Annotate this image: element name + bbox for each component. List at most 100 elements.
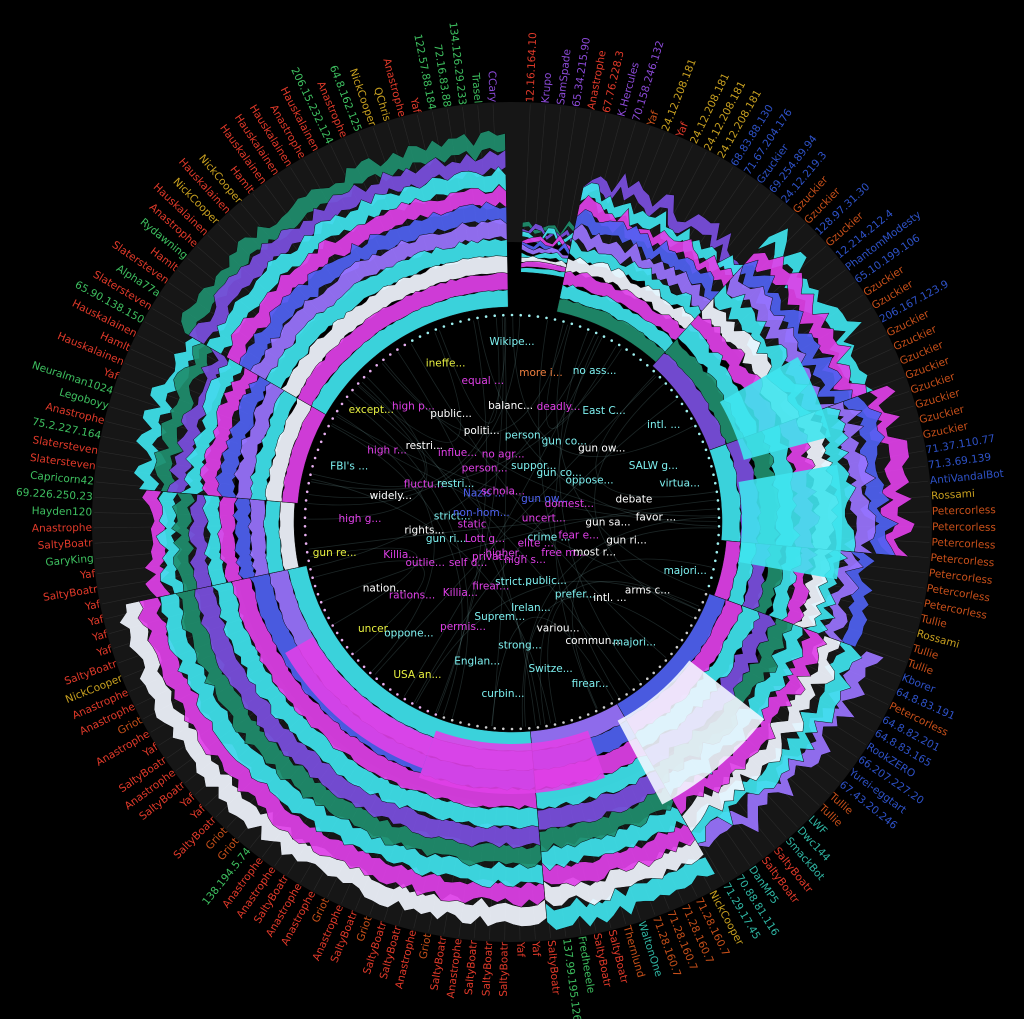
topic-label[interactable]: East C... (582, 405, 625, 417)
topic-label[interactable]: fluctu... (404, 478, 444, 490)
editor-label[interactable]: Yaf (86, 613, 105, 628)
topic-label[interactable]: oppose... (565, 474, 613, 486)
topic-label[interactable]: FBI's ... (330, 460, 368, 472)
topic-label[interactable]: gun ow... (578, 443, 625, 455)
topic-label[interactable]: balanc... (488, 400, 533, 412)
topic-label[interactable]: high g... (339, 513, 382, 525)
topic-label[interactable]: strict... (495, 576, 532, 588)
editor-label[interactable]: Yaf (407, 96, 422, 115)
topic-label[interactable]: ineffe... (426, 357, 466, 369)
topic-label[interactable]: elite ... (518, 538, 554, 550)
editor-label[interactable]: Petercorless (930, 552, 995, 569)
topic-label[interactable]: gun ri... (606, 534, 647, 546)
topic-label[interactable]: Switze... (528, 663, 572, 675)
editor-label[interactable]: SaltyBoatr (480, 940, 495, 996)
topic-label[interactable]: person... (462, 463, 508, 475)
topic-label[interactable]: intl. ... (647, 419, 680, 431)
topic-label[interactable]: domest... (545, 498, 594, 510)
topic-label[interactable]: gun sa... (585, 517, 630, 529)
topic-label[interactable]: arms c... (625, 585, 670, 597)
topic-label[interactable]: commun... (565, 635, 621, 647)
topic-label[interactable]: strict... (434, 510, 471, 522)
editor-label[interactable]: Yaf (101, 366, 121, 383)
topic-label[interactable]: gun re... (313, 547, 357, 559)
topic-label[interactable]: equal ... (462, 375, 504, 387)
editor-label[interactable]: Yaf (529, 940, 542, 957)
topic-label[interactable]: high p... (392, 400, 435, 412)
topic-label[interactable]: Lott g... (465, 533, 505, 545)
topic-label[interactable]: Killia... (383, 549, 418, 561)
topic-label[interactable]: virtua... (659, 478, 700, 490)
editor-label[interactable]: Yaf (645, 109, 662, 128)
topic-label[interactable]: deadly... (537, 401, 581, 413)
topic-label[interactable]: suppor... (511, 460, 556, 472)
topic-label[interactable]: influe... (438, 447, 477, 459)
topic-label[interactable]: nation... (363, 583, 406, 595)
editor-label[interactable]: Yaf (90, 628, 109, 644)
topic-label[interactable]: restri... (406, 440, 443, 452)
editor-label[interactable]: Yaf (95, 643, 114, 659)
topic-label[interactable]: oppone... (384, 628, 433, 640)
topic-label[interactable]: politi... (464, 425, 500, 437)
topic-label[interactable]: rights... (404, 525, 444, 537)
editor-label[interactable]: 69.226.250.23 (16, 487, 93, 504)
editor-label[interactable]: Hayden120 (32, 505, 93, 518)
editor-label[interactable]: Griot (417, 932, 434, 960)
topic-label[interactable]: majori... (664, 565, 707, 577)
topic-label[interactable]: intl. ... (593, 592, 626, 604)
editor-label[interactable]: Yaf (78, 568, 96, 582)
topic-label[interactable]: restri... (437, 478, 474, 490)
topic-label[interactable]: prefer... (555, 588, 596, 600)
topic-label[interactable]: gun ri... (426, 533, 467, 545)
topic-label[interactable]: high r... (367, 444, 407, 456)
topic-label[interactable]: non-hom... (453, 507, 510, 519)
editor-label[interactable]: GaryKing (45, 553, 94, 569)
topic-label[interactable]: SALW g... (629, 460, 678, 472)
topic-label[interactable]: most r... (573, 546, 616, 558)
topic-label[interactable]: outlie... (405, 557, 445, 569)
topic-label[interactable]: strong... (498, 640, 541, 652)
editor-label[interactable]: Anastrophe (32, 522, 92, 535)
topic-label[interactable]: USA an... (393, 669, 441, 681)
topic-label[interactable]: rations... (389, 589, 435, 601)
topic-label[interactable]: person... (505, 429, 551, 441)
topic-label[interactable]: privat... (472, 551, 513, 563)
editor-label[interactable]: Yaf (83, 598, 101, 613)
editor-label[interactable]: SaltyBoatr (545, 940, 562, 996)
topic-label[interactable]: Suprem... (474, 611, 525, 623)
topic-label[interactable]: higher... (485, 548, 528, 560)
editor-label[interactable]: CCary (485, 71, 498, 103)
topic-label[interactable]: Killia... (443, 587, 478, 599)
topic-label[interactable]: free m... (541, 547, 585, 559)
editor-label[interactable]: SaltyBoatr (37, 537, 93, 552)
topic-label[interactable]: high s... (504, 554, 546, 566)
topic-label[interactable]: crime ... (527, 531, 570, 543)
topic-label[interactable]: schola... (481, 485, 525, 497)
editor-label[interactable]: Petercorless (931, 537, 995, 552)
editor-label[interactable]: Rossami (931, 488, 975, 503)
topic-label[interactable]: widely... (370, 490, 412, 502)
editor-label[interactable]: Yaf (514, 941, 526, 958)
topic-label[interactable]: more i... (519, 367, 562, 379)
topic-label[interactable]: gun co... (537, 467, 582, 479)
topic-label[interactable]: debate (615, 493, 652, 505)
topic-label[interactable]: no agr... (482, 449, 525, 461)
editor-label[interactable]: Krupo (540, 72, 554, 104)
topic-label[interactable]: permis... (440, 621, 486, 633)
editor-label[interactable]: Yaf (674, 120, 692, 140)
editor-label[interactable]: Petercorless (932, 521, 996, 534)
topic-label[interactable]: uncer... (358, 623, 397, 635)
topic-label[interactable]: except... (349, 404, 394, 416)
topic-label[interactable]: fear e... (558, 530, 599, 542)
editor-label[interactable]: SaltyBoatr (463, 939, 480, 995)
topic-label[interactable]: Nazis ... (463, 488, 505, 500)
topic-label[interactable]: Irelan... (511, 602, 551, 614)
editor-label[interactable]: Trasel (469, 72, 484, 104)
topic-label[interactable]: favor ... (636, 511, 676, 523)
topic-label[interactable]: gun ow... (521, 493, 568, 505)
topic-label[interactable]: firear... (572, 678, 609, 690)
topic-label[interactable]: uncert... (522, 513, 566, 525)
editor-label[interactable]: 12.16.164.10 (524, 32, 539, 103)
topic-label[interactable]: self d... (449, 557, 488, 569)
topic-label[interactable]: firear... (472, 581, 509, 593)
